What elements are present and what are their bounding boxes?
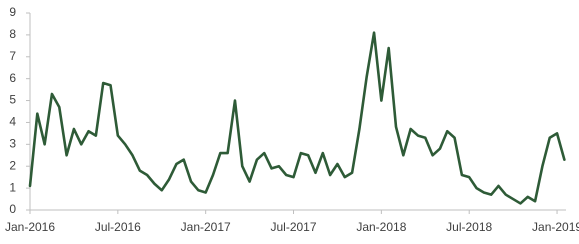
y-tick-label: 4 bbox=[9, 115, 16, 129]
x-tick-label: Jan-2016 bbox=[5, 220, 55, 234]
y-tick-label: 3 bbox=[9, 137, 16, 151]
y-tick-label: 9 bbox=[9, 5, 16, 19]
x-tick-label: Jan-2019 bbox=[532, 220, 579, 234]
x-tick-label: Jul-2018 bbox=[446, 220, 492, 234]
y-tick-label: 5 bbox=[9, 93, 16, 107]
y-tick-label: 8 bbox=[9, 27, 16, 41]
line bbox=[28, 31, 566, 205]
x-tick-label: Jan-2018 bbox=[356, 220, 406, 234]
x-tick-label: Jul-2016 bbox=[95, 220, 141, 234]
y-tick-label: 2 bbox=[9, 158, 16, 172]
x-tick-label: Jul-2017 bbox=[271, 220, 317, 234]
y-tick-label: 0 bbox=[9, 202, 16, 216]
y-tick-label: 7 bbox=[9, 49, 16, 63]
x-tick-label: Jan-2017 bbox=[181, 220, 231, 234]
y-tick-label: 6 bbox=[9, 71, 16, 85]
y-tick-label: 1 bbox=[9, 180, 16, 194]
